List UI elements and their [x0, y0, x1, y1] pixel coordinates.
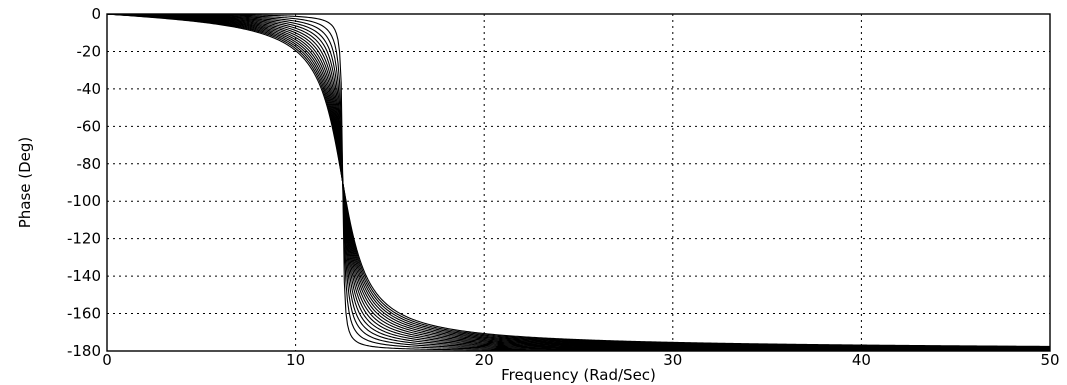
x-tick-label: 10 [286, 351, 305, 369]
y-tick-labels: 0 -20 -40 -60 -80 -100 -120 -140 -160 -180 [67, 5, 101, 360]
x-tick-label: 40 [852, 351, 871, 369]
x-tick-labels: 0 10 20 30 40 50 [102, 351, 1059, 369]
x-axis-label: Frequency (Rad/Sec) [501, 366, 656, 384]
grid [107, 14, 1050, 351]
phase-curve-12 [106, 13, 1051, 349]
y-tick-label: -40 [77, 80, 102, 98]
y-axis-label: Phase (Deg) [16, 137, 34, 229]
y-tick-label: -140 [67, 267, 101, 285]
x-tick-label: 50 [1040, 351, 1059, 369]
x-tick-label: 20 [475, 351, 494, 369]
y-tick-label: -180 [67, 342, 101, 360]
phase-curve-2 [106, 13, 1050, 351]
phase-curve-8 [106, 13, 1050, 350]
y-tick-label: 0 [91, 5, 101, 23]
phase-curve-13 [106, 13, 1050, 348]
y-tick-label: -160 [67, 305, 101, 323]
x-tick-label: 0 [102, 351, 112, 369]
y-tick-label: -80 [77, 155, 102, 173]
phase-curve-7 [106, 13, 1051, 350]
phase-curve-4 [106, 13, 1051, 351]
phase-curve-10 [106, 13, 1051, 349]
x-tick-label: 30 [663, 351, 682, 369]
phase-curve-3 [106, 13, 1050, 351]
phase-curves [106, 13, 1051, 352]
y-tick-label: -100 [67, 192, 101, 210]
phase-curve-11 [106, 13, 1050, 349]
phase-curve-6 [106, 13, 1050, 350]
phase-curve-15 [106, 13, 1051, 348]
plot-frame [106, 13, 1051, 352]
phase-curve-16 [106, 13, 1051, 347]
phase-curve-1 [106, 13, 1050, 352]
y-tick-label: -20 [77, 42, 102, 60]
phase-curve-14 [106, 13, 1051, 348]
y-tick-label: -60 [77, 117, 102, 135]
phase-curve-9 [106, 13, 1051, 349]
y-tick-label: -120 [67, 230, 101, 248]
phase-curve-5 [106, 13, 1050, 351]
